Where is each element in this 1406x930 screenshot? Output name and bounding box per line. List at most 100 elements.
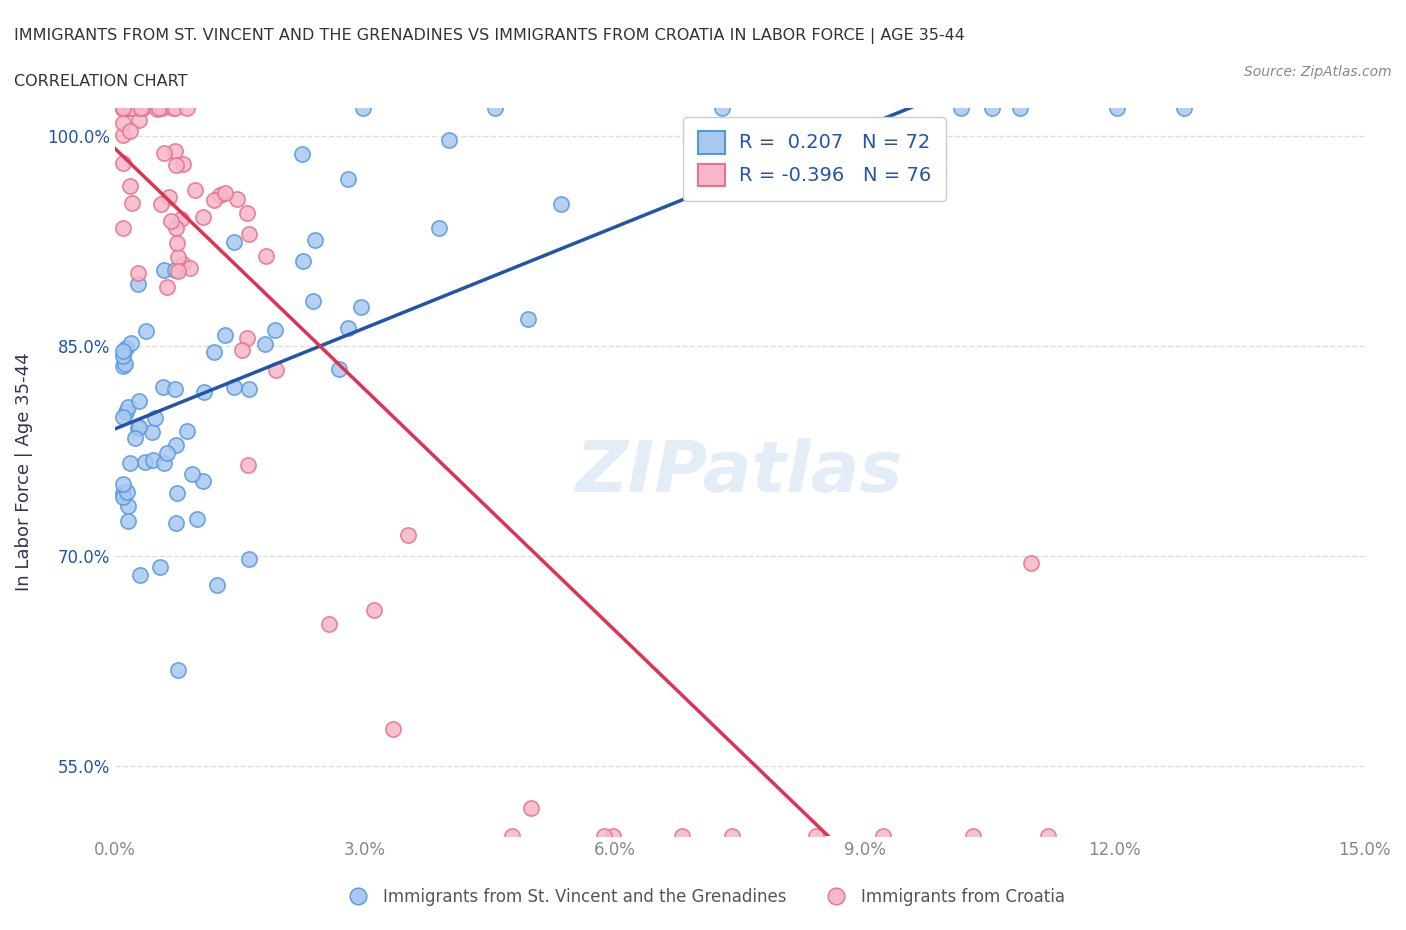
Point bbox=[112, 100, 135, 115]
Point bbox=[156, 280, 179, 295]
Point bbox=[176, 423, 198, 438]
Point bbox=[128, 113, 150, 127]
Point bbox=[163, 100, 186, 115]
Point bbox=[112, 489, 135, 504]
Point bbox=[238, 381, 260, 396]
Point bbox=[336, 321, 359, 336]
Point bbox=[128, 567, 150, 582]
Point bbox=[112, 100, 135, 115]
Point bbox=[143, 410, 166, 425]
Point bbox=[304, 232, 326, 247]
Point bbox=[112, 100, 135, 115]
Point bbox=[437, 132, 460, 147]
Point bbox=[117, 498, 139, 513]
Point bbox=[145, 101, 167, 116]
Point bbox=[163, 263, 186, 278]
Point bbox=[236, 206, 259, 220]
Point bbox=[165, 437, 187, 452]
Point bbox=[165, 221, 187, 236]
Point bbox=[142, 452, 165, 467]
Legend: Immigrants from St. Vincent and the Grenadines, Immigrants from Croatia: Immigrants from St. Vincent and the Gren… bbox=[335, 881, 1071, 912]
Point bbox=[352, 100, 374, 115]
Point bbox=[337, 171, 360, 186]
Point bbox=[214, 185, 236, 200]
Point bbox=[949, 100, 972, 115]
Point bbox=[115, 341, 138, 356]
Point bbox=[264, 363, 287, 378]
Point bbox=[128, 100, 150, 115]
Point bbox=[238, 226, 260, 241]
Point bbox=[1008, 100, 1031, 115]
Point bbox=[254, 248, 277, 263]
Point bbox=[253, 337, 276, 352]
Point bbox=[112, 128, 135, 143]
Point bbox=[231, 342, 253, 357]
Point bbox=[131, 100, 153, 115]
Point bbox=[292, 254, 315, 269]
Point bbox=[167, 264, 190, 279]
Point bbox=[872, 829, 894, 844]
Point bbox=[150, 100, 173, 115]
Point bbox=[1105, 100, 1128, 115]
Point bbox=[128, 419, 150, 434]
Text: IMMIGRANTS FROM ST. VINCENT AND THE GRENADINES VS IMMIGRANTS FROM CROATIA IN LAB: IMMIGRANTS FROM ST. VINCENT AND THE GREN… bbox=[14, 28, 965, 44]
Point bbox=[191, 209, 214, 224]
Point bbox=[112, 221, 135, 236]
Point bbox=[263, 323, 285, 338]
Point bbox=[148, 100, 170, 115]
Point bbox=[128, 393, 150, 408]
Point bbox=[291, 147, 314, 162]
Point bbox=[176, 100, 198, 115]
Point bbox=[166, 235, 188, 250]
Text: ZIPatlas: ZIPatlas bbox=[576, 438, 904, 507]
Point bbox=[115, 485, 138, 500]
Point bbox=[118, 179, 141, 193]
Point bbox=[328, 362, 350, 377]
Point bbox=[127, 276, 149, 291]
Point bbox=[141, 424, 163, 439]
Point bbox=[710, 100, 733, 115]
Point bbox=[180, 466, 202, 481]
Point bbox=[363, 603, 385, 618]
Point bbox=[112, 100, 135, 115]
Point bbox=[484, 100, 506, 115]
Point bbox=[170, 211, 193, 226]
Point bbox=[222, 234, 245, 249]
Point bbox=[127, 100, 149, 115]
Point bbox=[222, 379, 245, 394]
Point bbox=[427, 220, 450, 235]
Point bbox=[117, 400, 139, 415]
Point bbox=[120, 336, 142, 351]
Point bbox=[162, 100, 184, 115]
Point bbox=[115, 100, 138, 115]
Point bbox=[318, 617, 340, 631]
Point bbox=[602, 829, 624, 844]
Point bbox=[236, 331, 259, 346]
Point bbox=[112, 409, 135, 424]
Point bbox=[127, 266, 149, 281]
Point bbox=[118, 124, 141, 139]
Point bbox=[1036, 829, 1059, 844]
Point bbox=[128, 100, 150, 115]
Point bbox=[114, 357, 136, 372]
Point bbox=[117, 514, 139, 529]
Point bbox=[191, 473, 214, 488]
Point bbox=[112, 100, 135, 115]
Point bbox=[349, 299, 371, 314]
Point bbox=[112, 476, 135, 491]
Point bbox=[501, 829, 523, 844]
Point bbox=[112, 100, 135, 115]
Point bbox=[166, 250, 188, 265]
Point bbox=[157, 190, 180, 205]
Point bbox=[115, 100, 138, 115]
Point bbox=[112, 359, 135, 374]
Point bbox=[382, 722, 405, 737]
Point bbox=[150, 196, 173, 211]
Point bbox=[159, 214, 181, 229]
Point bbox=[165, 515, 187, 530]
Point bbox=[186, 512, 208, 526]
Point bbox=[202, 193, 225, 207]
Point bbox=[721, 829, 744, 844]
Point bbox=[112, 349, 135, 364]
Point bbox=[208, 187, 231, 202]
